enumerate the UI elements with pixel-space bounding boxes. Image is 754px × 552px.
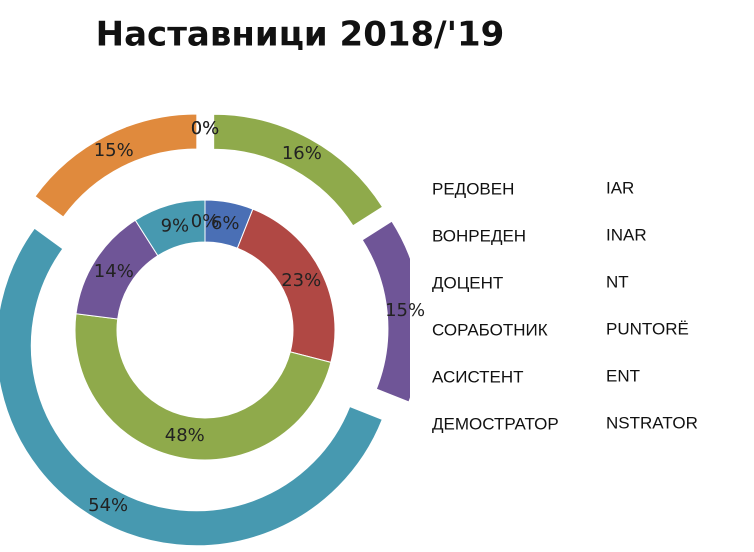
legend-label-2: PUNTORË bbox=[606, 319, 689, 338]
legend-label-2: ENT bbox=[606, 366, 640, 385]
doughnut-segment bbox=[0, 227, 383, 547]
legend-label-2: INAR bbox=[606, 225, 647, 244]
legend-label: ДОЦЕНТ bbox=[432, 273, 503, 292]
doughnut-segment bbox=[34, 113, 198, 218]
legend-label: АСИСТЕНТ bbox=[432, 367, 524, 386]
legend-label: ДЕМОСТРАТОР bbox=[432, 414, 559, 433]
legend-background bbox=[410, 170, 754, 460]
legend-label: РЕДОВЕН bbox=[432, 179, 514, 198]
data-label: 15% bbox=[94, 140, 134, 161]
data-label: 16% bbox=[282, 143, 322, 164]
legend-label: СОРАБОТНИК bbox=[432, 320, 548, 339]
data-label: 6% bbox=[211, 213, 240, 234]
data-label: 0% bbox=[191, 211, 220, 232]
data-label: 54% bbox=[88, 495, 128, 516]
data-label: 14% bbox=[94, 261, 134, 282]
legend-label-2: NSTRATOR bbox=[606, 413, 698, 432]
legend-label: ВОНРЕДЕН bbox=[432, 226, 526, 245]
data-label: 23% bbox=[281, 270, 321, 291]
doughnut-segment bbox=[213, 113, 384, 227]
data-label: 48% bbox=[165, 425, 205, 446]
data-label: 9% bbox=[161, 215, 190, 236]
data-label: 0% bbox=[191, 118, 220, 139]
legend-label-2: IAR bbox=[606, 178, 634, 197]
doughnut-segment bbox=[134, 199, 206, 257]
data-label: 0% bbox=[191, 118, 220, 139]
legend-label-2: NT bbox=[606, 272, 629, 291]
doughnut-segment bbox=[74, 313, 332, 461]
chart-title: Наставници 2018/'19 bbox=[96, 15, 505, 55]
data-label: 15% bbox=[385, 300, 425, 321]
